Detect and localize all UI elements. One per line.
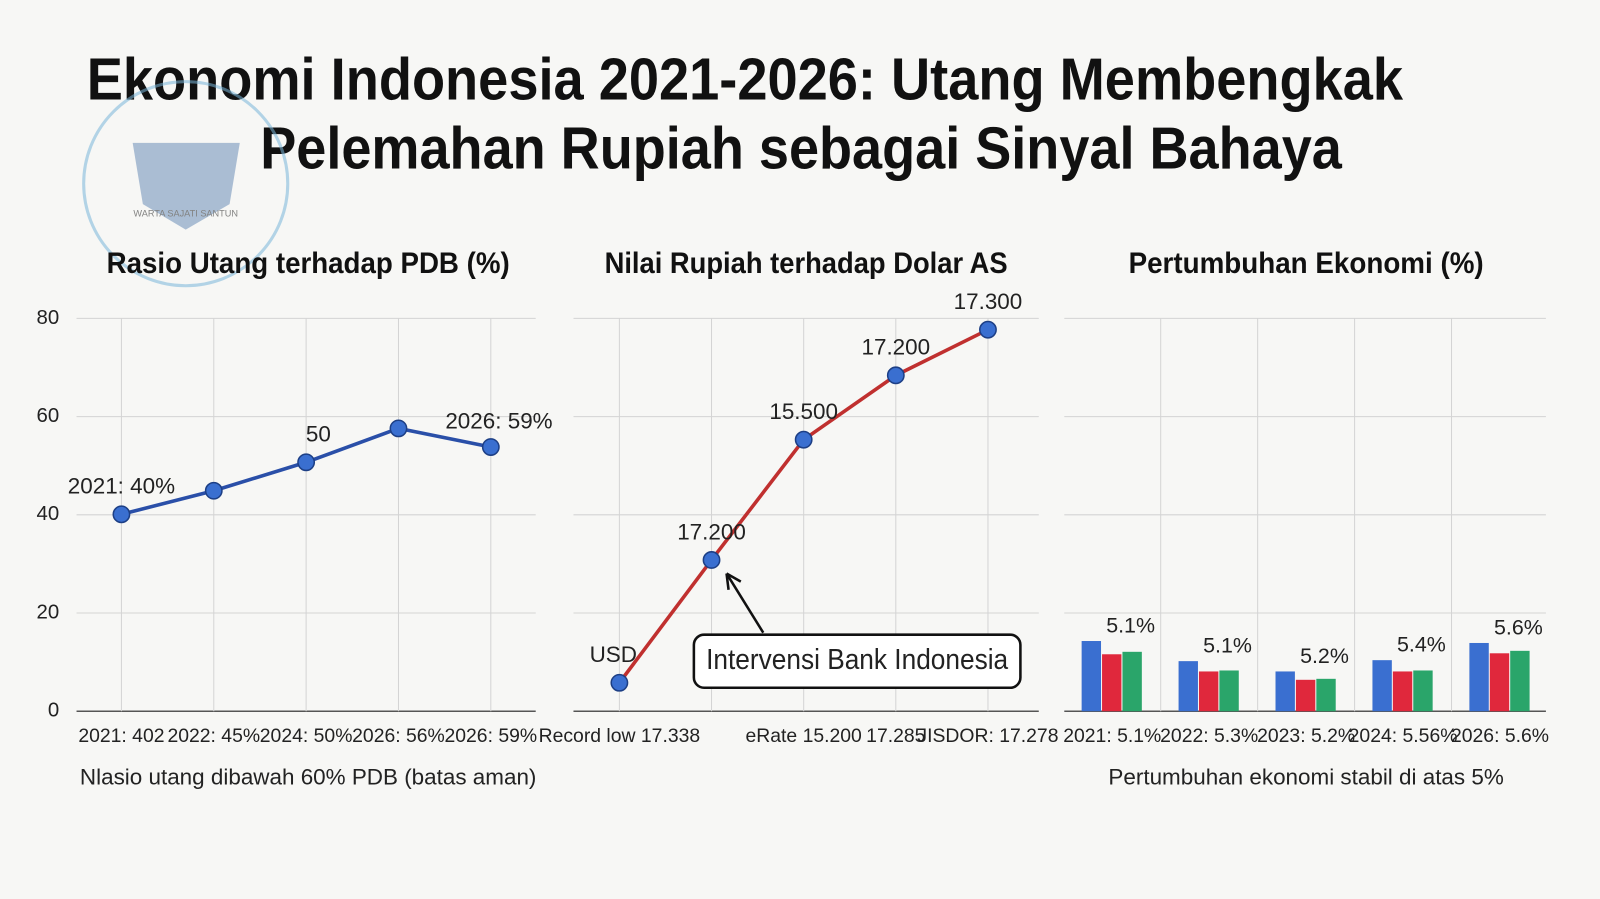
point (979, 320, 997, 339)
callout-box (692, 633, 1022, 690)
chart-note: Nlasio utang dibawah 60% PDB (batas aman… (80, 765, 537, 790)
bar (1102, 654, 1122, 712)
logo-text: WARTA SAJATI SANTUN (133, 209, 238, 219)
data-label: 2021: 40% (68, 474, 175, 499)
data-label: 5.1% (1203, 634, 1252, 658)
callout-arrow (725, 572, 765, 634)
title-line: Pelemahan Rupiah sebagai Sinyal Bahaya (260, 115, 1343, 182)
y-tick-label: 40 (36, 503, 59, 525)
x-tick-label: 2021: 5.1% (1063, 725, 1161, 747)
data-label: 17.200 (677, 519, 746, 544)
data-label: 2026: 59% (445, 408, 552, 433)
callout-text: Intervensi Bank Indonesia (706, 644, 1008, 676)
data-label: 17.300 (954, 289, 1023, 314)
logo-shield (132, 142, 240, 230)
title-line: Ekonomi Indonesia 2021-2026: Utang Membe… (87, 45, 1403, 112)
chart-title: Nilai Rupiah terhadap Dolar AS (605, 247, 1008, 280)
x-tick-label: 2026: 5.6% (1451, 725, 1549, 747)
bar (1198, 671, 1219, 712)
point (702, 551, 721, 569)
point (389, 419, 408, 438)
bar (1392, 671, 1413, 712)
data-label: 5.1% (1106, 613, 1155, 637)
bar (1122, 651, 1142, 712)
chart-title: Rasio Utang terhadap PDB (%) (107, 247, 510, 280)
data-label: USD (590, 642, 637, 667)
data-label: 15.500 (769, 399, 838, 424)
x-tick-label: 2021: 402 (78, 725, 164, 747)
x-tick-label: 2022: 45% (167, 725, 260, 747)
point (886, 366, 905, 385)
chart-title: Pertumbuhan Ekonomi (%) (1129, 247, 1484, 280)
x-tick-label: 2024: 50% (260, 725, 353, 747)
bar (1081, 641, 1102, 712)
x-tick-label: 2023: 5.2% (1257, 725, 1355, 747)
data-label: 17.200 (861, 335, 930, 360)
x-tick-label: Record low 17.338 (539, 725, 701, 747)
point (481, 438, 500, 456)
y-tick-label: 0 (48, 700, 59, 722)
point (297, 453, 316, 472)
bar (1372, 660, 1392, 712)
bar (1469, 642, 1489, 712)
x-tick-label: eRate 15.200 (745, 725, 862, 747)
bar (1275, 671, 1295, 712)
x-tick-label: 2022: 5.3% (1160, 725, 1258, 747)
y-tick-label: 60 (36, 405, 59, 427)
point (204, 481, 223, 500)
data-label: 5.6% (1494, 615, 1543, 639)
x-tick-label: 17.285 (866, 725, 925, 747)
chart-note: Pertumbuhan ekonomi stabil di atas 5% (1108, 765, 1503, 790)
bar (1219, 670, 1239, 712)
bar (1413, 670, 1433, 712)
bar (1178, 661, 1198, 712)
bar (1489, 653, 1510, 712)
y-tick-label: 80 (36, 307, 59, 329)
x-tick-label: 2026: 59% (444, 725, 537, 747)
data-label: 5.2% (1300, 644, 1349, 668)
bar (1316, 678, 1336, 712)
bar (1295, 679, 1316, 712)
bar (1510, 650, 1530, 712)
data-label: 50 (306, 422, 331, 447)
x-tick-label: JISDOR: 17.278 (917, 725, 1058, 747)
point (794, 430, 813, 449)
y-tick-label: 20 (36, 601, 59, 623)
logo: WARTA SAJATI SANTUN (82, 80, 290, 288)
data-label: 5.4% (1397, 633, 1446, 657)
x-tick-label: 2024: 5.56% (1349, 725, 1458, 747)
x-tick-label: 2026: 56% (352, 725, 445, 747)
logo-ring (82, 80, 290, 288)
point (112, 505, 131, 524)
point (610, 673, 629, 692)
